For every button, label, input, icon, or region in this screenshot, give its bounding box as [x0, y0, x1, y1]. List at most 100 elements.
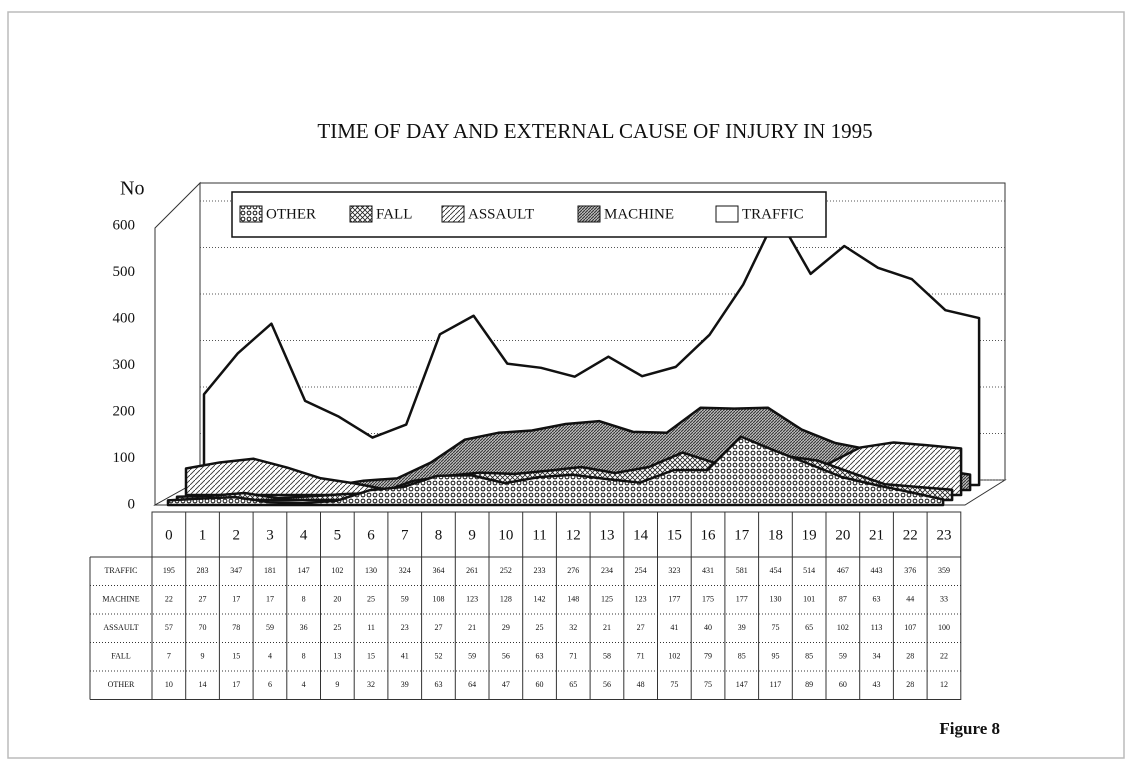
table-cell: 514 [803, 566, 815, 575]
table-cell: 102 [331, 566, 343, 575]
table-cell: 364 [432, 566, 444, 575]
x-tick-label: 8 [435, 527, 443, 543]
table-cell: 6 [268, 680, 272, 689]
table-cell: 9 [201, 652, 205, 661]
table-cell: 41 [401, 652, 409, 661]
y-tick-label: 600 [113, 217, 136, 233]
table-cell: 376 [904, 566, 916, 575]
table-cell: 25 [367, 595, 375, 604]
table-cell: 130 [365, 566, 377, 575]
table-cell: 581 [736, 566, 748, 575]
area [166, 435, 945, 507]
table-cell: 75 [771, 623, 779, 632]
legend-swatch [577, 205, 601, 223]
table-cell: 75 [670, 680, 678, 689]
table-cell: 283 [197, 566, 209, 575]
table-cell: 15 [367, 652, 375, 661]
table-cell: 65 [805, 623, 813, 632]
table-cell: 25 [333, 623, 341, 632]
x-tick-label: 3 [266, 527, 274, 543]
x-tick-label: 14 [633, 527, 649, 543]
x-tick-label: 17 [734, 527, 750, 543]
y-tick-label: 300 [113, 357, 136, 373]
x-tick-label: 6 [367, 527, 375, 543]
x-tick-label: 1 [199, 527, 207, 543]
table-cell: 4 [268, 652, 272, 661]
table-cell: 48 [637, 680, 645, 689]
table-cell: 28 [906, 680, 914, 689]
frame [7, 11, 1125, 759]
x-tick-label: 2 [233, 527, 241, 543]
figure-label: Figure 8 [939, 719, 1000, 738]
table-cell: 454 [769, 566, 781, 575]
table-cell: 117 [770, 680, 782, 689]
y-tick-label: 100 [113, 450, 136, 466]
legend-label: TRAFFIC [742, 206, 804, 222]
table-cell: 63 [434, 680, 442, 689]
table-cell: 17 [266, 595, 274, 604]
table-cell: 70 [199, 623, 207, 632]
y-tick-label: 0 [128, 496, 136, 512]
table-cell: 52 [434, 652, 442, 661]
x-tick-label: 12 [566, 527, 581, 543]
table-cell: 29 [502, 623, 510, 632]
table-cell: 17 [232, 595, 240, 604]
table-cell: 17 [232, 680, 240, 689]
table-cell: 36 [300, 623, 308, 632]
x-tick-label: 10 [498, 527, 513, 543]
table-cell: 108 [432, 595, 444, 604]
x-tick-label: 11 [532, 527, 546, 543]
legend-label: ASSAULT [468, 206, 534, 222]
x-tick-label: 23 [936, 527, 951, 543]
table-cell: 252 [500, 566, 512, 575]
x-tick-label: 16 [701, 527, 717, 543]
y-tick-label: 500 [113, 264, 136, 280]
table-cell: 34 [873, 652, 881, 661]
table-cell: 195 [163, 566, 175, 575]
x-tick-label: 18 [768, 527, 783, 543]
legend-swatch [349, 205, 373, 223]
table-row-label: TRAFFIC [105, 566, 138, 575]
table-cell: 12 [940, 680, 948, 689]
table-cell: 177 [736, 595, 748, 604]
table-cell: 8 [302, 595, 306, 604]
table-cell: 142 [534, 595, 546, 604]
table-cell: 85 [805, 652, 813, 661]
table-cell: 7 [167, 652, 171, 661]
x-tick-label: 21 [869, 527, 884, 543]
x-tick-label: 5 [334, 527, 342, 543]
table-cell: 14 [199, 680, 207, 689]
table-cell: 359 [938, 566, 950, 575]
table-cell: 32 [367, 680, 375, 689]
table-cell: 21 [468, 623, 476, 632]
table-cell: 64 [468, 680, 476, 689]
y-tick-label: 400 [113, 310, 136, 326]
table-cell: 22 [165, 595, 173, 604]
table-cell: 27 [199, 595, 207, 604]
table-row-label: OTHER [108, 680, 135, 689]
legend-swatch [441, 205, 465, 223]
table-cell: 467 [837, 566, 849, 575]
table-cell: 89 [805, 680, 813, 689]
table-cell: 47 [502, 680, 510, 689]
chart-title: TIME OF DAY AND EXTERNAL CAUSE OF INJURY… [317, 119, 872, 143]
table-row-label: ASSAULT [103, 623, 138, 632]
table-cell: 20 [333, 595, 341, 604]
table-cell: 177 [668, 595, 680, 604]
table-cell: 11 [367, 623, 375, 632]
table-row-label: MACHINE [102, 595, 139, 604]
table-cell: 25 [536, 623, 544, 632]
table-cell: 41 [670, 623, 678, 632]
table-cell: 85 [738, 652, 746, 661]
table-cell: 175 [702, 595, 714, 604]
table-cell: 87 [839, 595, 847, 604]
table-cell: 39 [738, 623, 746, 632]
table-cell: 10 [165, 680, 173, 689]
table-cell: 123 [466, 595, 478, 604]
table-cell: 95 [771, 652, 779, 661]
table-cell: 27 [637, 623, 645, 632]
table-cell: 130 [769, 595, 781, 604]
table-cell: 128 [500, 595, 512, 604]
table-cell: 443 [871, 566, 883, 575]
